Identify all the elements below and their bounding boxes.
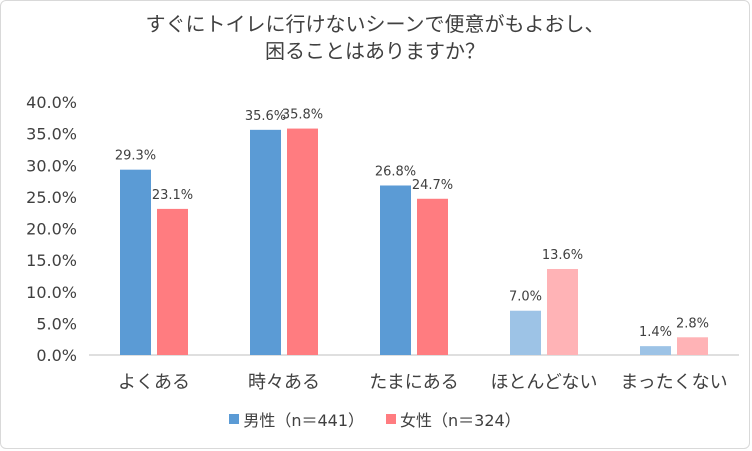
y-tick-label: 10.0% (26, 283, 77, 302)
legend-swatch-female (386, 414, 396, 424)
legend-swatch-male (229, 414, 240, 424)
x-tick-label: よくある (118, 372, 190, 393)
bar-male (250, 129, 281, 355)
legend-item-male: 男性（n＝441） (229, 407, 364, 431)
x-tick-label: ほとんどない (490, 372, 597, 393)
legend-label-female: 女性（n＝324） (400, 411, 521, 430)
x-tick-label: 時々ある (248, 372, 320, 393)
legend-label-male: 男性（n＝441） (243, 411, 364, 430)
bar-male (640, 346, 671, 355)
y-tick-label: 25.0% (26, 188, 77, 207)
data-label-female: 23.1% (152, 188, 193, 203)
y-tick-label: 40.0% (26, 93, 77, 112)
bar-female (287, 128, 318, 355)
y-tick-label: 20.0% (26, 220, 77, 239)
bar-male (380, 185, 411, 355)
data-label-male: 29.3% (115, 149, 156, 164)
data-label-male: 1.4% (639, 325, 672, 340)
bar-female (417, 198, 448, 355)
y-tick-label: 0.0% (36, 346, 77, 365)
x-tick-label: たまにある (369, 372, 458, 393)
y-tick-label: 35.0% (26, 125, 77, 144)
bar-female (547, 268, 578, 355)
chart-title-line-2: 困ることはありますか？ (265, 39, 485, 63)
data-label-female: 2.8% (676, 316, 709, 331)
chart-title: すぐにトイレに行けないシーンで便意がもよおし、 困ることはありますか？ (1, 11, 749, 65)
legend-item-female: 女性（n＝324） (386, 407, 521, 431)
bar-female (157, 208, 188, 355)
data-label-male: 26.8% (375, 164, 416, 179)
y-tick-label: 30.0% (26, 156, 77, 175)
x-tick-label: まったくない (620, 372, 727, 393)
legend: 男性（n＝441） 女性（n＝324） (1, 407, 749, 431)
data-label-female: 24.7% (412, 178, 453, 193)
chart-title-line-1: すぐにトイレに行けないシーンで便意がもよおし、 (145, 12, 605, 36)
data-label-male: 35.6% (245, 109, 286, 124)
y-tick-label: 5.0% (36, 314, 77, 333)
y-tick-label: 15.0% (26, 251, 77, 270)
data-label-female: 35.8% (282, 108, 323, 123)
data-label-female: 13.6% (542, 248, 583, 263)
bar-male (510, 310, 541, 355)
bar-male (120, 169, 151, 355)
data-label-male: 7.0% (509, 290, 542, 305)
bar-female (677, 337, 708, 355)
